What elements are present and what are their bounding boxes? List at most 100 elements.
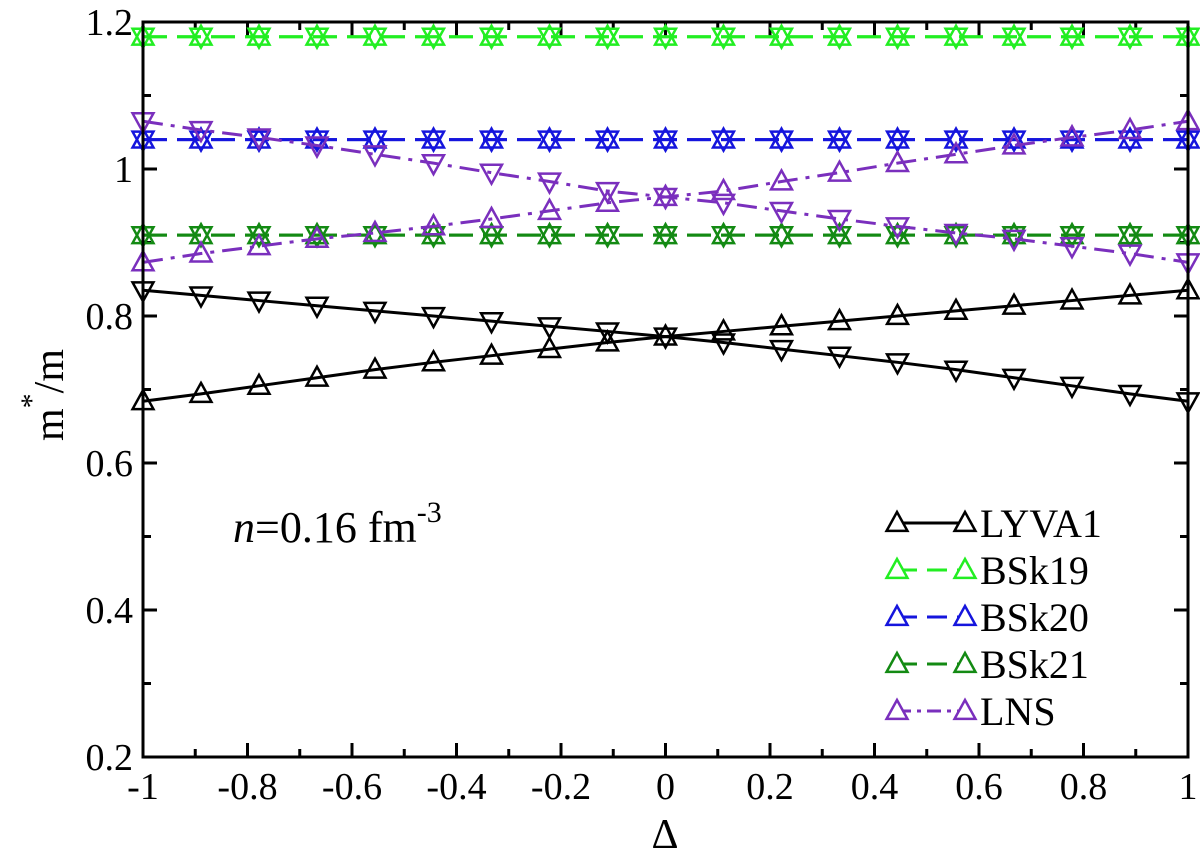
marker-bsk21-down — [826, 225, 853, 249]
legend-label: BSk21 — [980, 642, 1089, 687]
legend-marker — [884, 650, 910, 674]
x-tick-label: -0.6 — [322, 766, 382, 808]
marker-lns-up — [710, 177, 737, 201]
marker-bsk19-down — [536, 27, 563, 51]
x-tick-label: 1 — [1179, 766, 1198, 808]
x-axis-label: Δ — [651, 812, 678, 850]
marker-bsk19-up — [1059, 23, 1085, 46]
marker-lyva1-up — [884, 302, 911, 326]
legend-item-lns: LNS — [884, 689, 1056, 734]
marker-lns-up — [1059, 123, 1085, 147]
marker-bsk19-down — [188, 27, 214, 51]
marker-bsk19-up — [768, 23, 795, 46]
marker-lns-down — [478, 163, 505, 187]
legend-marker — [952, 556, 978, 580]
marker-lyva1-down — [1059, 376, 1085, 400]
marker-bsk21-down — [246, 225, 272, 249]
marker-lns-down — [246, 128, 272, 151]
series-bsk19 — [130, 23, 1200, 51]
marker-lns-up — [1117, 116, 1143, 140]
marker-bsk19-down — [768, 27, 795, 51]
marker-lns-down — [943, 223, 969, 247]
marker-lns-down — [594, 181, 621, 205]
marker-bsk20-up — [420, 126, 447, 149]
marker-lyva1-up — [536, 335, 563, 359]
marker-bsk21-down — [536, 225, 563, 249]
marker-bsk21-up — [710, 221, 737, 245]
annotation-text: =0.16 fm — [255, 503, 417, 552]
marker-lyva1-down — [594, 322, 621, 346]
marker-bsk19-down — [943, 27, 969, 51]
series-lyva1 — [130, 276, 1200, 415]
marker-lyva1-up — [943, 297, 969, 321]
marker-bsk19-down — [710, 27, 737, 51]
marker-bsk20-down — [652, 130, 679, 154]
marker-bsk21-up — [768, 221, 795, 245]
legend-marker — [884, 509, 910, 533]
marker-lyva1-down — [826, 346, 853, 370]
marker-bsk20-down — [420, 130, 447, 154]
marker-lns-down — [710, 193, 737, 217]
marker-bsk19-down — [420, 27, 447, 51]
marker-lns-up — [943, 140, 969, 164]
marker-bsk20-down — [304, 130, 330, 154]
marker-bsk20-down — [826, 130, 853, 154]
marker-bsk20-up — [768, 126, 795, 149]
marker-bsk20-up — [594, 126, 621, 149]
marker-bsk19-up — [710, 23, 737, 46]
marker-bsk19-up — [188, 23, 214, 46]
legend-marker — [884, 603, 910, 627]
marker-bsk20-down — [1117, 130, 1143, 154]
marker-bsk20-down — [362, 130, 388, 154]
y-axis-label-sup: * — [15, 393, 48, 408]
marker-bsk20-up — [188, 126, 214, 149]
marker-bsk21-down — [362, 225, 388, 249]
y-tick-label: 0.8 — [86, 296, 134, 338]
legend-label: BSk19 — [980, 548, 1089, 593]
legend-item-bsk20: BSk20 — [884, 595, 1089, 640]
marker-bsk20-down — [536, 130, 563, 154]
marker-bsk21-down — [710, 225, 737, 249]
marker-bsk20-down — [1059, 130, 1085, 154]
marker-bsk21-up — [652, 221, 679, 245]
x-tick-label: -0.8 — [217, 766, 277, 808]
marker-bsk19-up — [826, 23, 853, 46]
marker-lyva1-up — [1059, 286, 1085, 310]
marker-lyva1-up — [826, 307, 853, 331]
marker-lns-down — [826, 209, 853, 233]
marker-lns-up — [536, 197, 563, 221]
annotation-italic: n — [233, 503, 255, 552]
legend-marker — [952, 603, 978, 627]
marker-bsk19-down — [884, 27, 911, 51]
legend-marker — [952, 650, 978, 674]
series-bsk20 — [130, 126, 1200, 154]
marker-lns-up — [652, 183, 679, 207]
legend-item-lyva1: LYVA1 — [884, 501, 1102, 546]
marker-bsk21-up — [1117, 221, 1143, 245]
marker-lns-up — [768, 167, 795, 191]
marker-lyva1-down — [884, 353, 911, 376]
marker-lyva1-up — [768, 312, 795, 336]
marker-bsk20-down — [943, 130, 969, 154]
svg-text:m*/m: m*/m — [15, 349, 73, 441]
legend-label: BSk20 — [980, 595, 1089, 640]
marker-lyva1-down — [943, 360, 969, 384]
marker-lyva1-up — [652, 322, 679, 346]
marker-bsk20-down — [1001, 130, 1027, 154]
marker-bsk19-down — [304, 27, 330, 51]
marker-bsk21-up — [826, 221, 853, 245]
marker-bsk19-up — [943, 23, 969, 46]
marker-bsk19-down — [362, 27, 388, 51]
marker-bsk19-up — [362, 23, 388, 46]
marker-bsk20-down — [188, 130, 214, 154]
y-axis-label-main: m — [27, 408, 73, 441]
marker-bsk21-up — [536, 221, 563, 245]
marker-bsk19-up — [594, 23, 621, 46]
series-bsk21 — [130, 221, 1200, 249]
marker-lyva1-down — [188, 286, 214, 310]
x-tick-label: 0.6 — [955, 766, 1003, 808]
marker-bsk20-up — [943, 126, 969, 149]
marker-lyva1-down — [304, 296, 330, 320]
